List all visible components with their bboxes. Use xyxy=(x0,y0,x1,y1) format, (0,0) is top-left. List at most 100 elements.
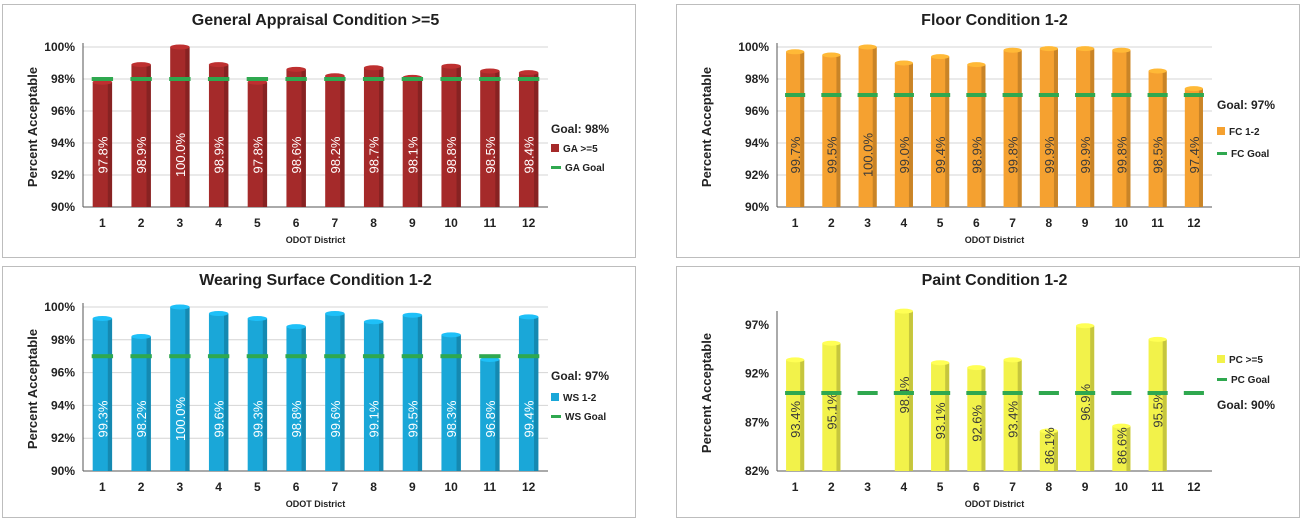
y-tick-label: 97% xyxy=(745,318,769,332)
goal-marker xyxy=(440,77,462,81)
bar-group xyxy=(131,62,151,207)
goal-marker xyxy=(91,354,114,359)
data-label: 98.4% xyxy=(522,136,537,173)
x-tick-label: 1 xyxy=(99,216,106,230)
bar-shade xyxy=(340,313,345,471)
bar-shade xyxy=(379,67,384,207)
data-label: 99.5% xyxy=(824,136,839,173)
y-tick-label: 94% xyxy=(51,398,75,412)
data-label: 99.6% xyxy=(212,400,227,437)
bar-group xyxy=(894,60,913,207)
x-tick-label: 4 xyxy=(215,216,222,230)
legend-swatch-bar xyxy=(551,393,559,401)
data-label: 92.6% xyxy=(969,404,984,441)
bar-group xyxy=(1112,47,1131,208)
x-tick-label: 2 xyxy=(138,216,145,230)
bar xyxy=(441,334,461,471)
legend-label-bar: FC 1-2 xyxy=(1229,127,1260,138)
bar-group xyxy=(1148,336,1167,471)
bar-group xyxy=(286,66,306,208)
data-label: 98.3% xyxy=(444,400,459,437)
bar-group xyxy=(92,315,113,471)
bar-shade xyxy=(1053,48,1058,207)
bar-shade xyxy=(146,336,151,471)
goal-marker xyxy=(857,93,878,97)
bar-group xyxy=(1039,46,1058,207)
bar-shade xyxy=(417,77,423,208)
x-tick-label: 9 xyxy=(1082,480,1089,494)
bar-cap xyxy=(92,315,113,321)
bar xyxy=(1003,359,1022,471)
legend-label-goal: WS Goal xyxy=(565,412,606,423)
goal-text: Goal: 97% xyxy=(1217,98,1275,112)
bar xyxy=(480,71,500,207)
bar-cap xyxy=(894,308,913,314)
data-label: 99.3% xyxy=(250,400,265,437)
x-tick-label: 8 xyxy=(370,216,377,230)
data-label: 96.9% xyxy=(1078,383,1093,420)
bar-cap xyxy=(894,60,913,66)
bar-group xyxy=(247,315,268,471)
bar-shade xyxy=(908,63,913,207)
x-tick-label: 10 xyxy=(1115,480,1129,494)
bar-shade xyxy=(1126,426,1131,471)
x-tick-label: 11 xyxy=(1151,480,1164,494)
data-label: 99.5% xyxy=(405,400,420,437)
x-tick-label: 7 xyxy=(1009,480,1016,494)
bar xyxy=(518,72,539,207)
bar-cap xyxy=(131,334,151,340)
data-label: 99.0% xyxy=(897,136,912,173)
chart-svg: General Appraisal Condition >=5 90% 92% 94%… xyxy=(25,12,609,245)
bar-cap xyxy=(247,315,268,321)
bar-shade xyxy=(495,71,500,207)
bar xyxy=(286,69,306,208)
bar xyxy=(325,75,345,207)
data-label: 98.8% xyxy=(289,400,304,437)
bar xyxy=(480,359,500,471)
goal-marker xyxy=(1038,93,1059,97)
goal-marker xyxy=(169,354,191,359)
legend-swatch-goal xyxy=(1217,378,1227,381)
bar-shade xyxy=(146,64,151,207)
x-tick-label: 6 xyxy=(973,216,980,230)
y-tick-label: 100% xyxy=(738,40,769,54)
goal-marker xyxy=(1111,391,1132,395)
bar-shade xyxy=(945,362,950,471)
x-axis-label: ODOT District xyxy=(965,499,1025,509)
bar-group xyxy=(786,357,805,471)
bar-group xyxy=(1076,46,1095,207)
x-axis-label: ODOT District xyxy=(965,235,1025,245)
bar-cap xyxy=(402,312,423,318)
x-tick-label: 6 xyxy=(973,480,980,494)
bar xyxy=(1076,48,1095,207)
bar-shade xyxy=(836,343,841,471)
x-tick-label: 8 xyxy=(370,480,377,494)
bar xyxy=(402,315,423,471)
goal-marker xyxy=(930,391,951,395)
bar-shade xyxy=(224,64,229,207)
y-tick-label: 94% xyxy=(51,136,75,150)
y-tick-label: 92% xyxy=(51,431,75,445)
x-tick-label: 7 xyxy=(332,216,339,230)
bar xyxy=(1148,71,1167,207)
x-tick-label: 5 xyxy=(937,216,944,230)
x-tick-label: 1 xyxy=(792,216,799,230)
bar xyxy=(92,82,113,207)
bar-cap xyxy=(1003,47,1022,53)
legend-label-goal: GA Goal xyxy=(565,163,605,174)
x-tick-label: 11 xyxy=(484,480,497,494)
bar xyxy=(325,313,345,471)
x-tick-label: 3 xyxy=(864,480,871,494)
goal-marker xyxy=(401,354,424,359)
goal-text: Goal: 90% xyxy=(1217,398,1275,412)
data-label: 100.0% xyxy=(173,133,188,178)
data-label: 95.1% xyxy=(824,392,839,429)
data-label: 86.6% xyxy=(1114,427,1129,464)
chart-wearing-surface: Wearing Surface Condition 1-2 90% 92% 94% 96… xyxy=(2,266,636,518)
goal-marker xyxy=(1183,93,1204,97)
bar-shade xyxy=(417,315,423,471)
bar-group xyxy=(286,324,306,471)
bar-cap xyxy=(858,44,877,50)
bar-cap xyxy=(480,356,500,362)
legend-swatch-bar xyxy=(1217,355,1225,363)
